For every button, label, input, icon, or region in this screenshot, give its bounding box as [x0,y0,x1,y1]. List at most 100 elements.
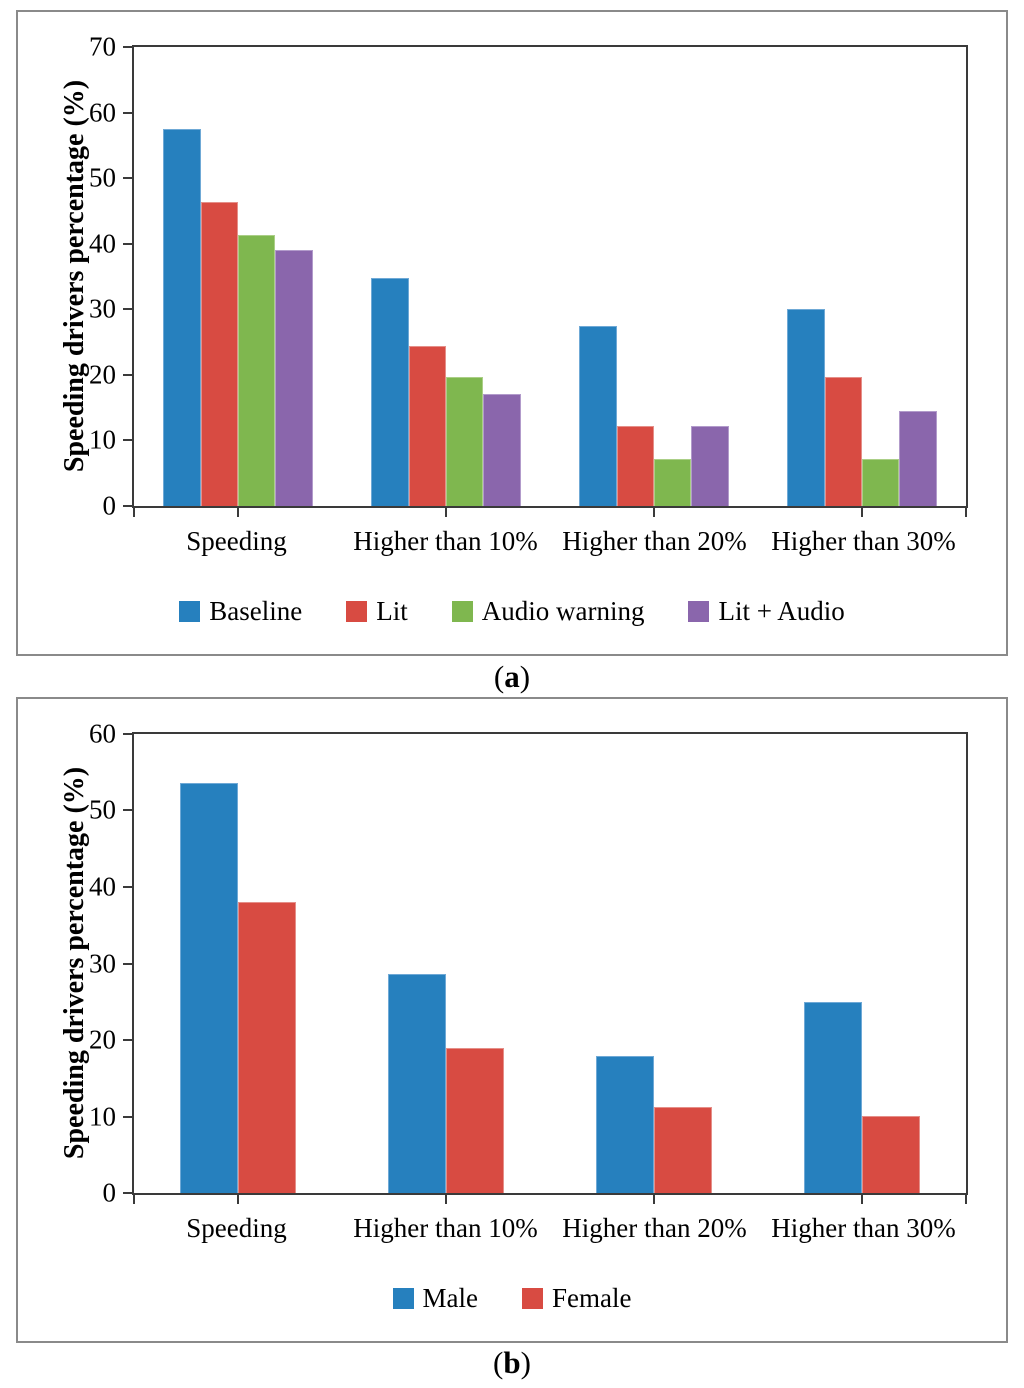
chart-panel-a: Speeding drivers percentage (%) 0 10 20 30 4… [16,10,1008,656]
y-axis-tick [123,46,132,48]
x-axis-tick [861,1195,863,1204]
y-axis-tick [123,373,132,376]
y-axis-tick [123,308,132,311]
y-axis-tick-label: 30 [89,293,116,324]
y-axis-tick-label: 70 [89,31,116,62]
category-label: Higher than 20% [562,1213,747,1243]
legend-swatch [346,601,368,622]
legend-swatch [179,601,201,622]
x-axis-tick [237,508,239,517]
x-axis-tick [653,508,655,517]
bar-audio-warning [654,459,692,506]
legend: Baseline Lit Audio warning Lit + Audio [18,598,1006,625]
y-axis-tick-label: 10 [89,424,116,455]
bar-group [134,47,342,506]
legend-label: Female [552,1283,632,1313]
y-axis-tick [123,1192,132,1194]
y-axis-tick-label: 0 [102,490,117,521]
y-axis-tick-label: 60 [89,718,116,749]
bar-audio-warning [862,459,900,506]
legend-item: Lit [346,598,408,625]
legend-label: Audio warning [481,596,645,626]
bar-lit [408,346,446,506]
bar-lit-audio [275,250,313,506]
caption-letter: a [504,659,520,694]
category-label: Speeding [186,1213,287,1243]
bar-male [179,782,238,1193]
legend-label: Male [422,1283,478,1313]
legend-label: Baseline [209,596,303,626]
bar-lit [616,426,654,506]
legend-swatch [522,1288,543,1309]
legend: Male Female [18,1285,1006,1312]
caption-open: ( [493,659,505,694]
legend-item: Baseline [179,598,302,625]
x-axis-tick [445,1195,447,1204]
y-axis-tick [123,1038,132,1041]
bar-baseline [579,325,617,506]
y-axis-tick [123,962,132,965]
x-axis-tick [965,1195,967,1204]
bar-group [758,734,966,1193]
category-label: Higher than 30% [771,526,956,556]
y-axis-tick-label: 60 [89,97,116,128]
bar-lit [824,377,862,506]
x-axis-tick [445,508,447,517]
bar-male [803,1001,862,1193]
plot-area: 0 10 20 30 40 50 60 70 [89,33,968,519]
y-axis-tick [123,733,132,735]
legend-swatch [451,601,473,622]
bar-group [550,734,758,1193]
x-axis-tick [965,508,967,517]
legend-swatch [688,601,710,622]
bar-baseline [371,277,409,506]
x-axis-tick [653,1195,655,1204]
bar-baseline [787,309,825,506]
caption-close: ) [519,659,531,694]
category-label: Higher than 20% [562,526,747,556]
x-axis-category-labels: Speeding Higher than 10% Higher than 20% Hi… [132,1213,968,1243]
bar-audio-warning [238,235,276,506]
y-axis-tick [123,242,132,245]
x-axis-tick [133,1195,135,1204]
y-axis-tick-label: 40 [89,228,116,259]
caption-open: ( [493,1345,504,1380]
plot-area: 0 10 20 30 40 50 60 [89,720,968,1206]
y-axis-tick-label: 40 [89,871,116,902]
category-label: Higher than 30% [771,1213,956,1243]
legend-item: Lit + Audio [688,596,845,626]
bar-group [758,47,966,506]
y-axis-tick [123,111,132,114]
bar-audio-warning [446,377,484,506]
bar-female [654,1106,713,1193]
legend-label: Lit [376,596,408,626]
legend-label: Lit + Audio [718,596,845,626]
x-axis-tick [237,1195,239,1204]
panel-caption-a: (a) [0,660,1024,694]
chart-panel-b: Speeding drivers percentage (%) 0 10 20 30 4… [16,697,1008,1343]
y-axis-tick [123,505,132,507]
bar-lit-audio [483,393,521,506]
y-axis-tick-label: 30 [89,948,116,978]
bar-female [238,902,297,1193]
bar-lit-audio [899,410,937,506]
y-axis-tick [123,1115,132,1118]
x-axis-tick [133,508,135,517]
y-axis-tick [123,809,132,812]
bar-group [550,47,758,506]
bar-group [342,734,550,1193]
y-axis-tick [123,177,132,180]
legend-item: Audio warning [451,596,645,626]
y-axis-tick-label: 50 [89,162,116,193]
bar-baseline [163,128,201,506]
category-label: Higher than 10% [353,1213,538,1243]
y-axis-tick-label: 50 [89,794,116,825]
bar-female [862,1115,921,1193]
y-axis-tick-label: 0 [102,1177,117,1208]
category-label: Higher than 10% [353,526,538,556]
bar-lit [200,201,238,506]
y-axis-tick-label: 10 [89,1101,116,1131]
y-axis-tick [123,885,132,888]
legend-item: Male [392,1283,478,1313]
